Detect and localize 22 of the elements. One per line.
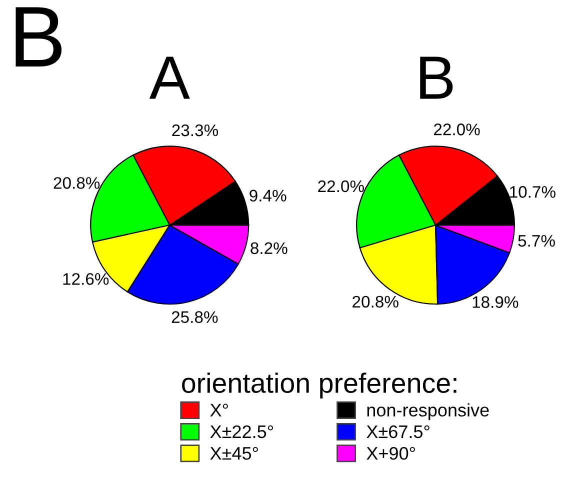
legend-label: non-responsive bbox=[367, 403, 489, 420]
legend-label: X±67.5° bbox=[366, 425, 430, 438]
text: B bbox=[16, 7, 62, 66]
legend-title: orientation preference: bbox=[182, 372, 456, 398]
data-label: 8.2% bbox=[250, 242, 288, 254]
data-label: 10.7% bbox=[510, 186, 556, 198]
data-label: 18.9% bbox=[472, 296, 518, 308]
data-label: 22.0% bbox=[318, 180, 364, 192]
legend-label: X° bbox=[210, 404, 228, 416]
data-label: 20.8% bbox=[54, 177, 100, 189]
data-label: 22.0% bbox=[434, 124, 480, 136]
data-label: 23.3% bbox=[172, 124, 218, 136]
legend-label: X+90° bbox=[366, 446, 415, 460]
data-label: 12.6% bbox=[63, 273, 109, 285]
chart-title: A bbox=[149, 56, 190, 99]
data-label: 9.4% bbox=[250, 190, 286, 202]
data-label: 25.8% bbox=[172, 311, 218, 323]
legend-label: X±45° bbox=[210, 446, 258, 460]
data-label: 5.7% bbox=[518, 234, 555, 247]
legend-label: X±22.5° bbox=[210, 425, 273, 438]
chart-title: B bbox=[420, 56, 453, 99]
data-label: 20.8% bbox=[352, 296, 398, 308]
